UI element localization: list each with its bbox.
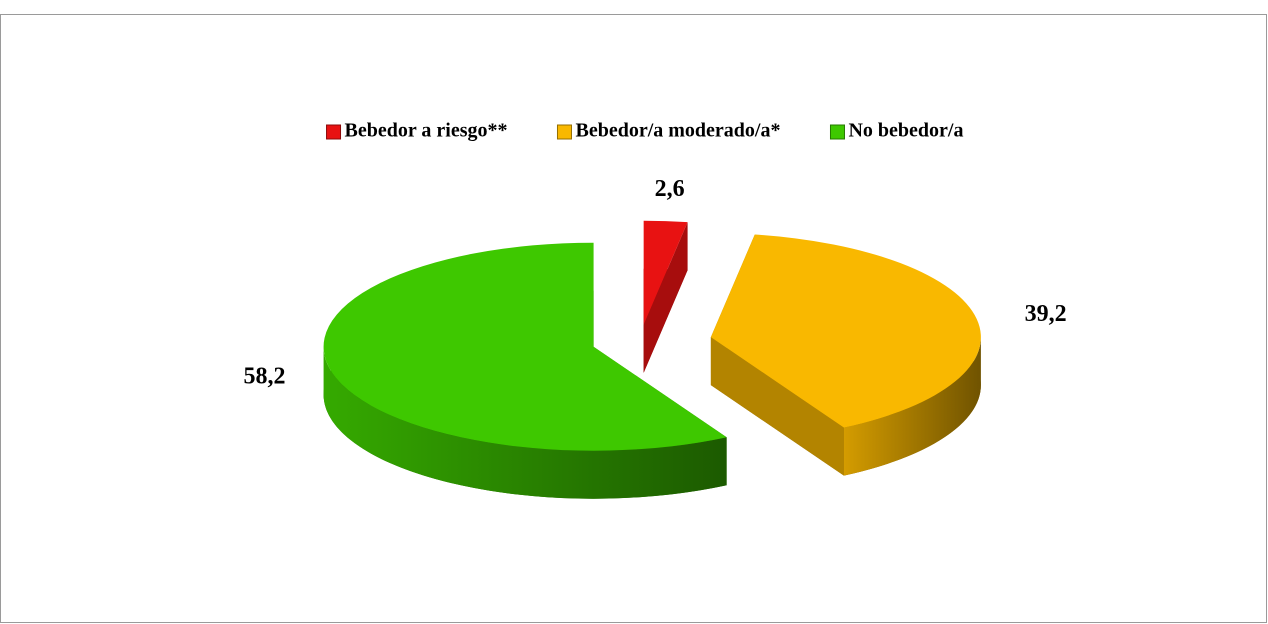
legend-swatch xyxy=(556,124,572,140)
pie-slice xyxy=(323,242,727,451)
legend-item: Bebedor/a moderado/a* xyxy=(556,120,780,142)
data-label: 58,2 xyxy=(243,363,285,389)
slice-group xyxy=(643,220,688,373)
legend-swatch xyxy=(326,124,342,140)
slice-wall xyxy=(643,222,688,373)
pie-slice xyxy=(710,234,981,428)
legend-item: Bebedor a riesgo** xyxy=(326,120,508,142)
chart-border xyxy=(0,14,1267,623)
legend-swatch xyxy=(829,124,845,140)
legend-item: No bebedor/a xyxy=(829,120,963,142)
legend-label: Bebedor/a moderado/a* xyxy=(575,120,780,142)
slice-group xyxy=(323,242,727,499)
slice-wall xyxy=(710,337,844,476)
data-label: 39,2 xyxy=(1025,301,1067,327)
legend-label: Bebedor a riesgo** xyxy=(345,120,508,142)
slice-side xyxy=(843,337,981,476)
slice-side xyxy=(323,346,727,499)
data-label: 2,6 xyxy=(655,176,685,202)
slice-group xyxy=(710,234,981,476)
legend-label: No bebedor/a xyxy=(848,120,963,142)
pie-slice xyxy=(643,220,688,325)
